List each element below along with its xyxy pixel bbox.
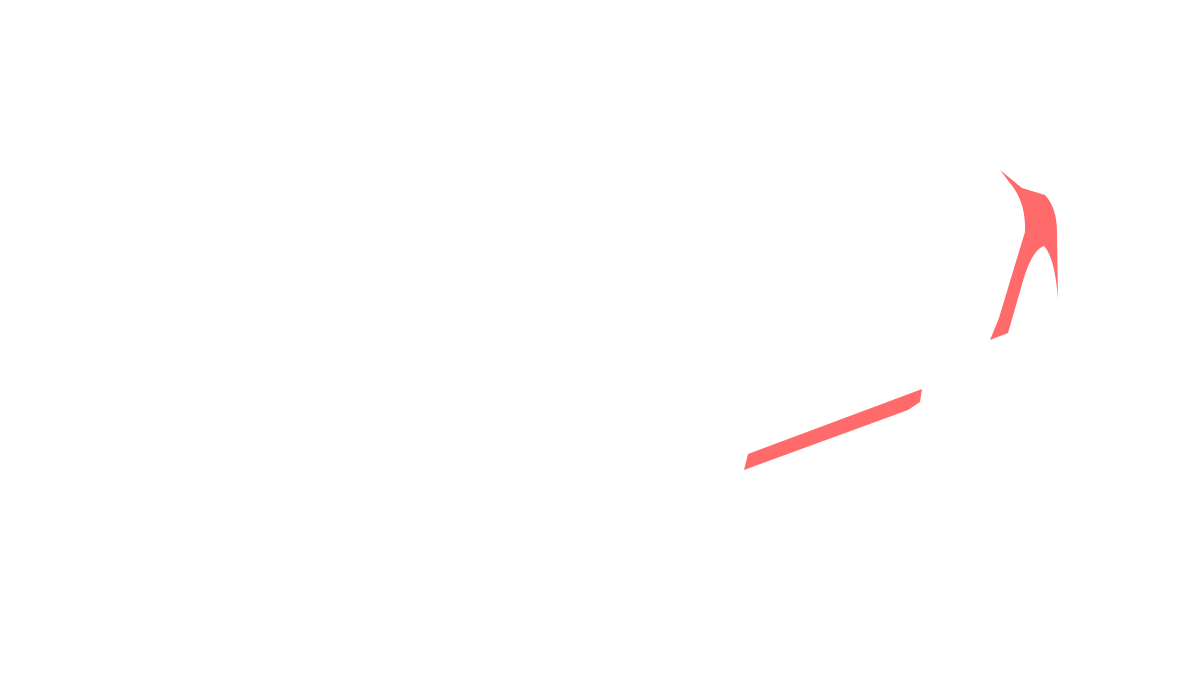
slanted-band <box>744 389 922 470</box>
curved-shape <box>990 170 1058 340</box>
